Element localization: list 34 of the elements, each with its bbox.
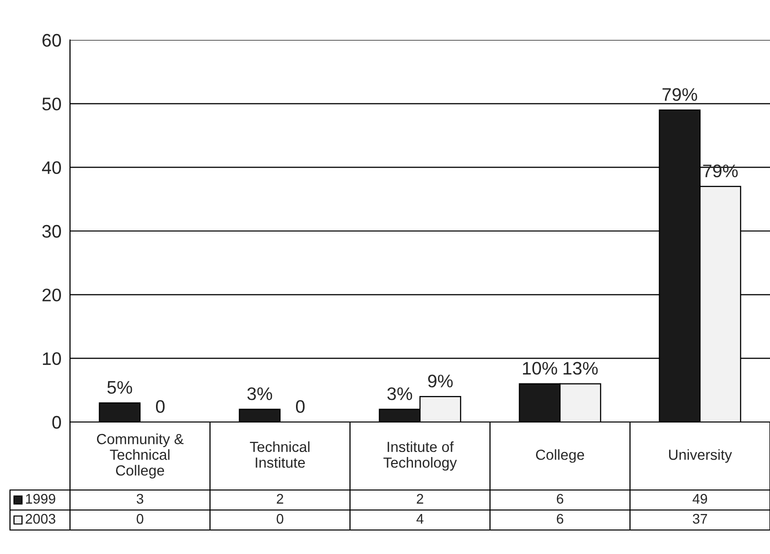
annotation: 79% bbox=[703, 164, 738, 178]
x-tick-label: Community & Technical College bbox=[96, 433, 184, 479]
data-label: 6 bbox=[556, 514, 564, 524]
x-tick-label: College bbox=[536, 449, 584, 463]
x-tick-label: Institute of Technology bbox=[383, 441, 457, 471]
annotation: 5% bbox=[107, 381, 132, 394]
data-label: 37 bbox=[692, 514, 708, 524]
data-label: 2 bbox=[416, 494, 424, 504]
annotation: 10% bbox=[523, 362, 558, 375]
annotation: 13% bbox=[564, 362, 598, 375]
y-tick-label: 60 bbox=[42, 34, 61, 47]
x-tick-label: University bbox=[669, 449, 732, 463]
annotation: 9% bbox=[428, 374, 453, 388]
annotation: 0 bbox=[156, 400, 165, 413]
data-label: 0 bbox=[136, 514, 144, 524]
y-tick-label: 50 bbox=[42, 98, 61, 110]
y-tick-label: 30 bbox=[42, 224, 61, 238]
annotation: 0 bbox=[296, 400, 305, 413]
data-label: 4 bbox=[416, 514, 424, 524]
annotation: 3% bbox=[247, 387, 272, 400]
legend-label: 1999 bbox=[26, 494, 56, 504]
annotation: 3% bbox=[387, 387, 412, 400]
y-tick-label: 10 bbox=[42, 352, 61, 366]
data-label: 0 bbox=[276, 514, 284, 524]
data-label: 3 bbox=[136, 494, 144, 504]
x-tick-label: Technical Institute bbox=[250, 441, 310, 468]
annotation: 79% bbox=[662, 88, 698, 101]
legend-label: 2003 bbox=[26, 514, 56, 524]
y-tick-label: 20 bbox=[42, 288, 61, 302]
data-label: 6 bbox=[556, 494, 564, 504]
data-label: 2 bbox=[276, 494, 284, 504]
y-tick-label: 40 bbox=[42, 161, 61, 174]
y-tick-label: 0 bbox=[52, 416, 61, 429]
data-label: 49 bbox=[692, 494, 708, 504]
